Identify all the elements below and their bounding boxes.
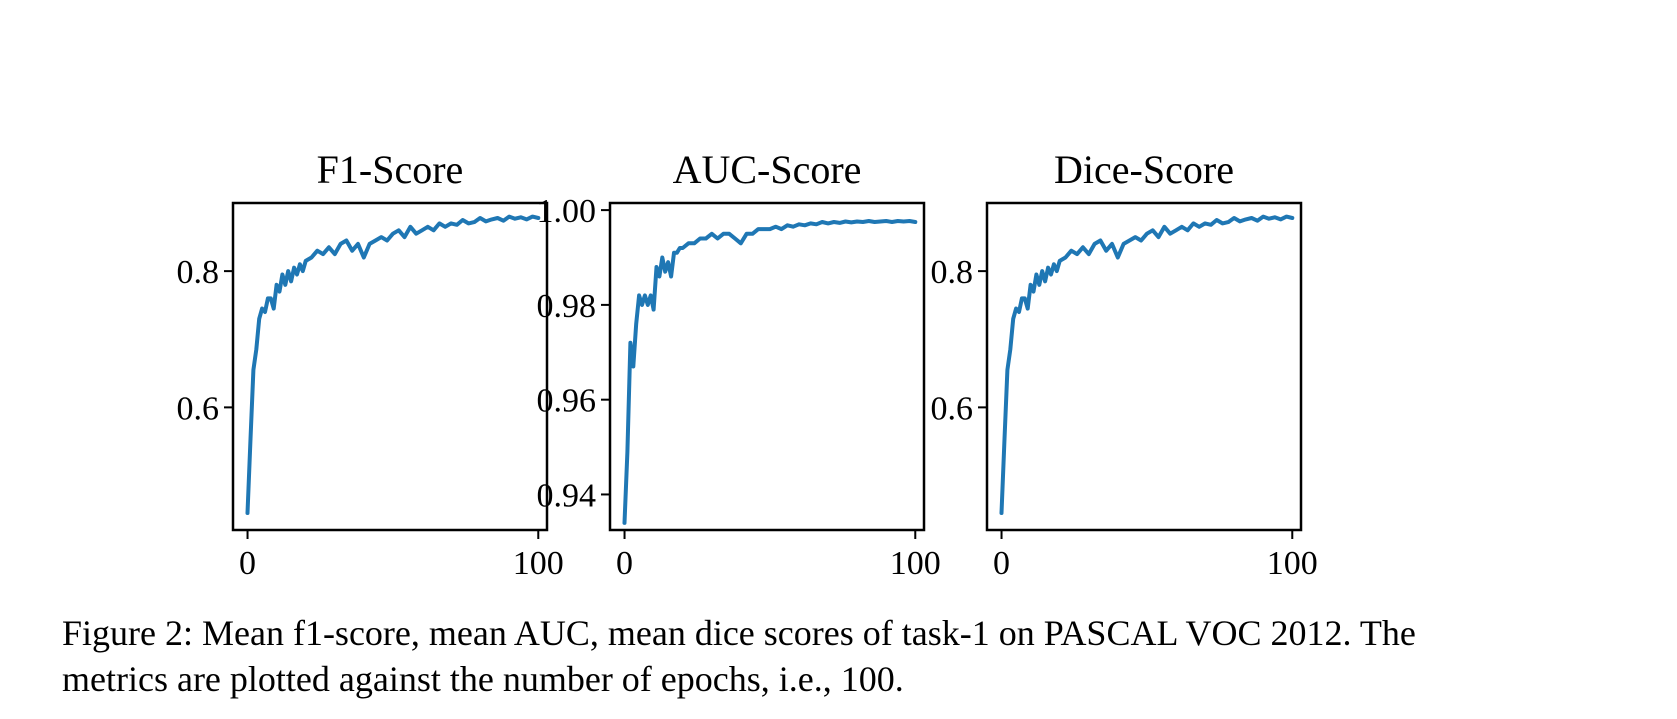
plot-frame bbox=[608, 201, 926, 532]
y-tick-label: 0.94 bbox=[537, 477, 597, 514]
y-tick-label: 0.6 bbox=[931, 390, 974, 427]
caption-line-2: metrics are plotted against the number o… bbox=[62, 659, 904, 699]
chart-title: F1-Score bbox=[317, 147, 464, 192]
x-tick-label: 0 bbox=[993, 545, 1010, 582]
chart-panel-1: F1-Score 0 100 0.6 0.8 bbox=[177, 147, 564, 582]
x-tick-label: 0 bbox=[239, 545, 256, 582]
x-tick-label: 100 bbox=[1267, 545, 1318, 582]
x-tick-label: 100 bbox=[890, 545, 941, 582]
series-line bbox=[622, 219, 918, 525]
series-line bbox=[999, 214, 1295, 515]
y-tick-label: 0.8 bbox=[931, 254, 974, 291]
y-tick-label: 0.6 bbox=[177, 390, 220, 427]
chart-panels: F1-Score 0 100 0.6 0.8 AUC-Score 0 100 0.94 0.96 0… bbox=[177, 147, 1318, 582]
figure-caption: Figure 2: Mean f1-score, mean AUC, mean … bbox=[62, 610, 1662, 702]
y-tick-label: 0.8 bbox=[177, 254, 220, 291]
plot-frame bbox=[231, 201, 549, 532]
caption-line-1: Figure 2: Mean f1-score, mean AUC, mean … bbox=[62, 613, 1416, 653]
x-tick-label: 100 bbox=[513, 545, 564, 582]
chart-title: AUC-Score bbox=[673, 147, 862, 192]
chart-title: Dice-Score bbox=[1054, 147, 1234, 192]
chart-panel-2: AUC-Score 0 100 0.94 0.96 0.98 1.00 bbox=[537, 147, 941, 582]
y-tick-label: 0.98 bbox=[537, 288, 597, 325]
y-tick-label: 0.96 bbox=[537, 383, 597, 420]
series-line bbox=[245, 214, 541, 515]
y-tick-label: 1.00 bbox=[537, 193, 597, 230]
plot-frame bbox=[985, 201, 1303, 532]
x-tick-label: 0 bbox=[616, 545, 633, 582]
chart-panel-3: Dice-Score 0 100 0.6 0.8 bbox=[931, 147, 1318, 582]
